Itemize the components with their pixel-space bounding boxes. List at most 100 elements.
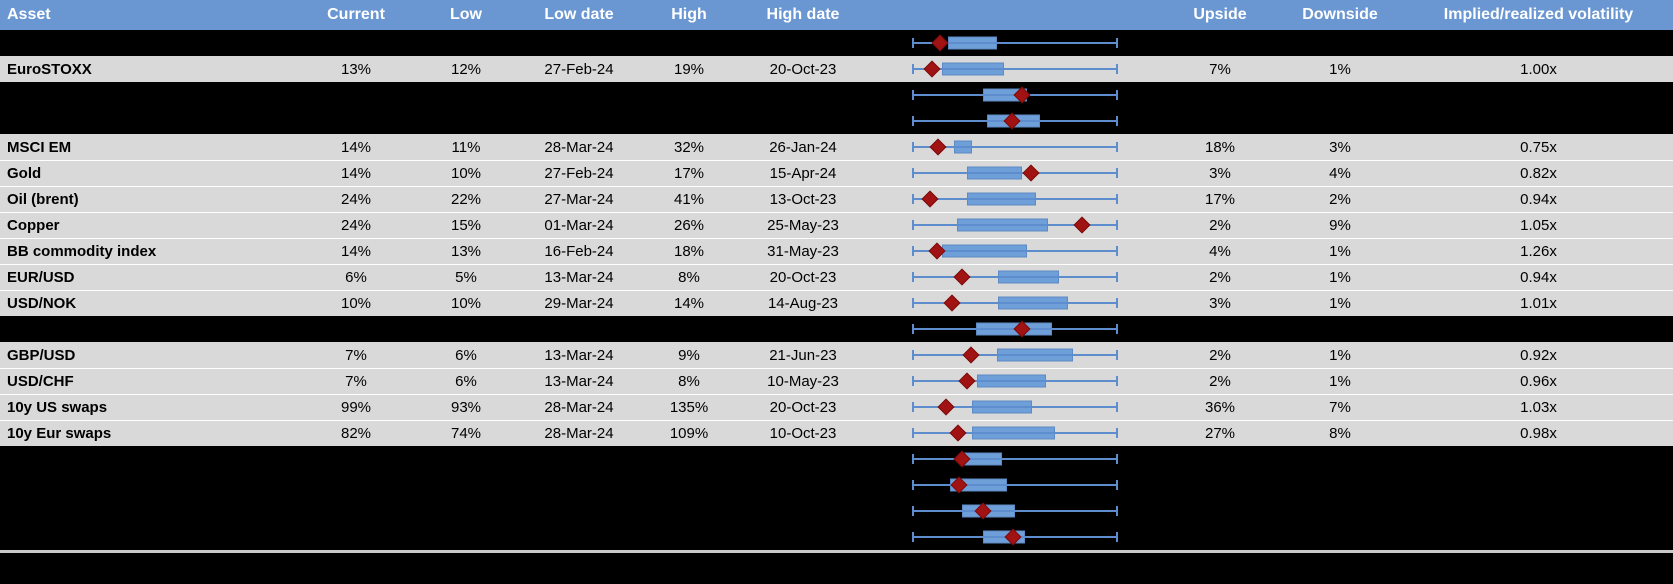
cell-downside[interactable]: 8%: [1329, 424, 1351, 442]
cell-high-date[interactable]: 14-Aug-23: [767, 294, 839, 312]
cell-low-date[interactable]: 16-Feb-24: [544, 242, 614, 260]
cell-asset[interactable]: GBP/USD: [7, 346, 76, 364]
cell-low[interactable]: 93%: [450, 398, 482, 416]
cell-downside[interactable]: 7%: [1329, 398, 1351, 416]
cell-upside[interactable]: 17%: [1204, 190, 1236, 208]
cell-low-date[interactable]: 28-Mar-24: [544, 398, 614, 416]
cell-downside[interactable]: 1%: [1329, 294, 1351, 312]
col-header-low[interactable]: Low: [450, 6, 482, 23]
cell-high-date[interactable]: 26-Jan-24: [769, 138, 837, 156]
cell-asset[interactable]: 10y Eur swaps: [7, 424, 112, 442]
cell-upside[interactable]: 7%: [1209, 60, 1231, 78]
cell-implied[interactable]: 1.03x: [1520, 398, 1557, 416]
cell-upside[interactable]: 2%: [1209, 372, 1231, 390]
cell-high[interactable]: 8%: [678, 268, 700, 286]
cell-high-date[interactable]: 20-Oct-23: [769, 60, 837, 78]
cell-current[interactable]: 82%: [340, 424, 372, 442]
cell-low[interactable]: 13%: [450, 242, 482, 260]
cell-low-date[interactable]: 27-Feb-24: [544, 164, 614, 182]
cell-implied[interactable]: 0.75x: [1520, 138, 1557, 156]
cell-current[interactable]: 13%: [340, 60, 372, 78]
cell-upside[interactable]: 27%: [1204, 424, 1236, 442]
cell-high-date[interactable]: 10-Oct-23: [769, 424, 837, 442]
cell-low[interactable]: 10%: [450, 294, 482, 312]
cell-implied[interactable]: 1.01x: [1520, 294, 1557, 312]
cell-high[interactable]: 14%: [673, 294, 705, 312]
cell-upside[interactable]: 2%: [1209, 268, 1231, 286]
cell-upside[interactable]: 4%: [1209, 242, 1231, 260]
cell-upside[interactable]: 18%: [1204, 138, 1236, 156]
cell-upside[interactable]: 2%: [1209, 346, 1231, 364]
cell-downside[interactable]: 4%: [1329, 164, 1351, 182]
cell-asset[interactable]: Copper: [7, 216, 60, 234]
cell-implied[interactable]: 1.00x: [1520, 60, 1557, 78]
cell-implied[interactable]: 1.26x: [1520, 242, 1557, 260]
cell-asset[interactable]: 10y US swaps: [7, 398, 108, 416]
cell-low[interactable]: 74%: [450, 424, 482, 442]
cell-low-date[interactable]: 29-Mar-24: [544, 294, 614, 312]
cell-implied[interactable]: 0.92x: [1520, 346, 1557, 364]
cell-high[interactable]: 41%: [673, 190, 705, 208]
cell-low-date[interactable]: 13-Mar-24: [544, 268, 614, 286]
cell-asset[interactable]: Oil (brent): [7, 190, 79, 208]
cell-current[interactable]: 6%: [345, 268, 367, 286]
cell-downside[interactable]: 3%: [1329, 138, 1351, 156]
cell-downside[interactable]: 1%: [1329, 60, 1351, 78]
cell-downside[interactable]: 1%: [1329, 346, 1351, 364]
cell-current[interactable]: 99%: [340, 398, 372, 416]
cell-low-date[interactable]: 01-Mar-24: [544, 216, 614, 234]
cell-asset[interactable]: Gold: [7, 164, 42, 182]
cell-upside[interactable]: 3%: [1209, 164, 1231, 182]
cell-implied[interactable]: 1.05x: [1520, 216, 1557, 234]
cell-current[interactable]: 24%: [340, 216, 372, 234]
cell-low[interactable]: 15%: [450, 216, 482, 234]
col-header-asset[interactable]: Asset: [7, 6, 51, 23]
col-header-current[interactable]: Current: [327, 6, 385, 23]
col-header-implied-realized-volatility[interactable]: Implied/realized volatility: [1443, 6, 1634, 23]
cell-high[interactable]: 135%: [669, 398, 709, 416]
cell-high-date[interactable]: 15-Apr-24: [769, 164, 837, 182]
cell-high-date[interactable]: 10-May-23: [767, 372, 839, 390]
cell-current[interactable]: 10%: [340, 294, 372, 312]
cell-current[interactable]: 14%: [340, 138, 372, 156]
cell-asset[interactable]: USD/CHF: [7, 372, 74, 390]
cell-high-date[interactable]: 31-May-23: [767, 242, 839, 260]
cell-low[interactable]: 11%: [451, 138, 481, 156]
cell-implied[interactable]: 0.94x: [1520, 190, 1557, 208]
cell-low[interactable]: 6%: [455, 346, 477, 364]
cell-downside[interactable]: 1%: [1329, 268, 1351, 286]
cell-high-date[interactable]: 20-Oct-23: [769, 398, 837, 416]
col-header-high-date[interactable]: High date: [766, 6, 840, 23]
cell-implied[interactable]: 0.94x: [1520, 268, 1557, 286]
cell-asset[interactable]: EUR/USD: [7, 268, 75, 286]
cell-low[interactable]: 12%: [450, 60, 482, 78]
cell-high[interactable]: 26%: [673, 216, 705, 234]
cell-asset[interactable]: USD/NOK: [7, 294, 77, 312]
cell-downside[interactable]: 2%: [1329, 190, 1351, 208]
cell-high[interactable]: 8%: [678, 372, 700, 390]
cell-current[interactable]: 14%: [340, 164, 372, 182]
cell-current[interactable]: 7%: [345, 372, 367, 390]
cell-low-date[interactable]: 13-Mar-24: [544, 346, 614, 364]
cell-implied[interactable]: 0.82x: [1520, 164, 1557, 182]
cell-asset[interactable]: EuroSTOXX: [7, 60, 92, 78]
cell-asset[interactable]: BB commodity index: [7, 242, 157, 260]
cell-low-date[interactable]: 13-Mar-24: [544, 372, 614, 390]
cell-downside[interactable]: 1%: [1329, 372, 1351, 390]
cell-high[interactable]: 9%: [678, 346, 700, 364]
cell-downside[interactable]: 9%: [1329, 216, 1351, 234]
cell-low[interactable]: 10%: [450, 164, 482, 182]
cell-upside[interactable]: 2%: [1209, 216, 1231, 234]
cell-high-date[interactable]: 25-May-23: [767, 216, 839, 234]
cell-high[interactable]: 17%: [673, 164, 705, 182]
cell-upside[interactable]: 36%: [1204, 398, 1236, 416]
cell-high[interactable]: 32%: [673, 138, 705, 156]
cell-low[interactable]: 5%: [455, 268, 477, 286]
cell-current[interactable]: 14%: [340, 242, 372, 260]
cell-upside[interactable]: 3%: [1209, 294, 1231, 312]
cell-high-date[interactable]: 21-Jun-23: [769, 346, 837, 364]
cell-low-date[interactable]: 28-Mar-24: [544, 138, 614, 156]
cell-high-date[interactable]: 13-Oct-23: [769, 190, 837, 208]
cell-asset[interactable]: MSCI EM: [7, 138, 72, 156]
cell-current[interactable]: 7%: [345, 346, 367, 364]
